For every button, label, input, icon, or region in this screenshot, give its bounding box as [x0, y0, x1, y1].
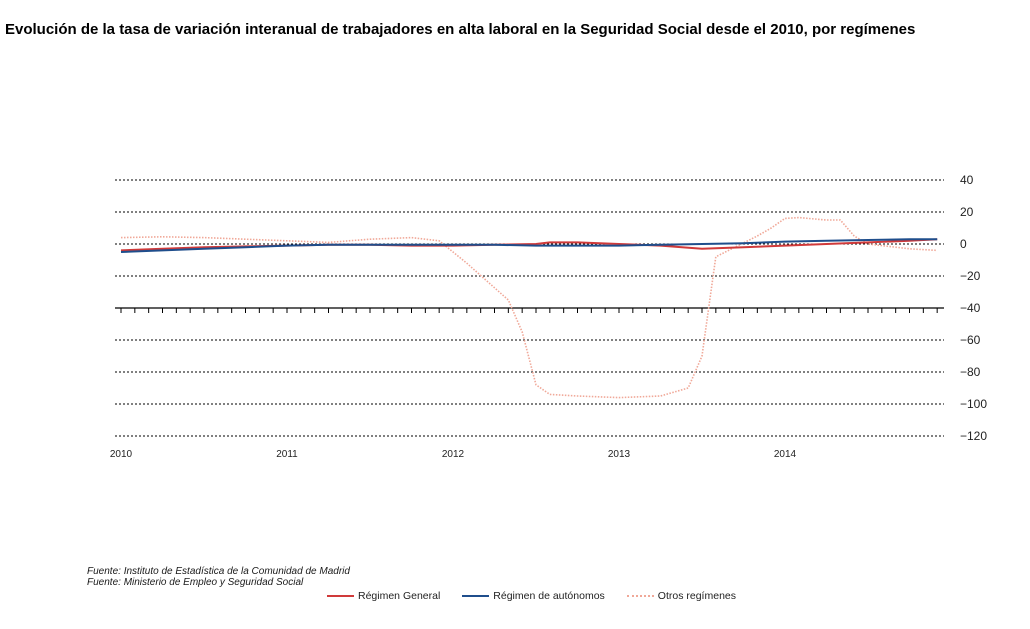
y-tick-label: −40: [960, 301, 981, 315]
series-line-autonomos: [120, 238, 938, 253]
legend-swatch-otros: [626, 595, 654, 597]
legend: Régimen General Régimen de autónomos Otr…: [327, 589, 758, 603]
legend-swatch-autonomos: [462, 595, 490, 597]
y-tick-label: 0: [960, 237, 967, 251]
y-tick-label: −60: [960, 333, 981, 347]
x-tick-labels: 2010 2011 2012 2013 2014: [110, 449, 797, 460]
series-line-otros: [120, 216, 938, 399]
x-axis: [115, 307, 944, 313]
y-tick-label: 40: [960, 173, 974, 187]
y-tick-label: −20: [960, 269, 981, 283]
legend-item-autonomos: Régimen de autónomos: [462, 590, 605, 602]
source-line: Fuente: Instituto de Estadística de la C…: [87, 566, 350, 577]
legend-label: Otros regímenes: [657, 590, 736, 602]
sources-note: Fuente: Instituto de Estadística de la C…: [87, 566, 350, 588]
y-tick-label: −80: [960, 365, 981, 379]
series-lines: [120, 216, 938, 399]
x-tick-label: 2011: [276, 449, 298, 460]
legend-swatch-general: [327, 595, 354, 597]
chart-title: Evolución de la tasa de variación intera…: [5, 21, 916, 38]
y-tick-labels: 40 20 0 −20 −40 −60 −80 −100 −120: [960, 173, 987, 443]
source-line: Fuente: Ministerio de Empleo y Seguridad…: [87, 577, 304, 588]
legend-item-general: Régimen General: [327, 590, 440, 602]
y-tick-label: −120: [960, 429, 987, 443]
legend-label: Régimen de autónomos: [493, 590, 605, 602]
legend-item-otros: Otros regímenes: [626, 590, 736, 602]
x-tick-label: 2013: [608, 449, 631, 460]
x-tick-label: 2010: [110, 449, 133, 460]
y-tick-label: 20: [960, 205, 974, 219]
legend-label: Régimen General: [358, 590, 441, 602]
x-tick-label: 2014: [774, 449, 797, 460]
y-tick-label: −100: [960, 397, 987, 411]
x-tick-label: 2012: [442, 449, 465, 460]
